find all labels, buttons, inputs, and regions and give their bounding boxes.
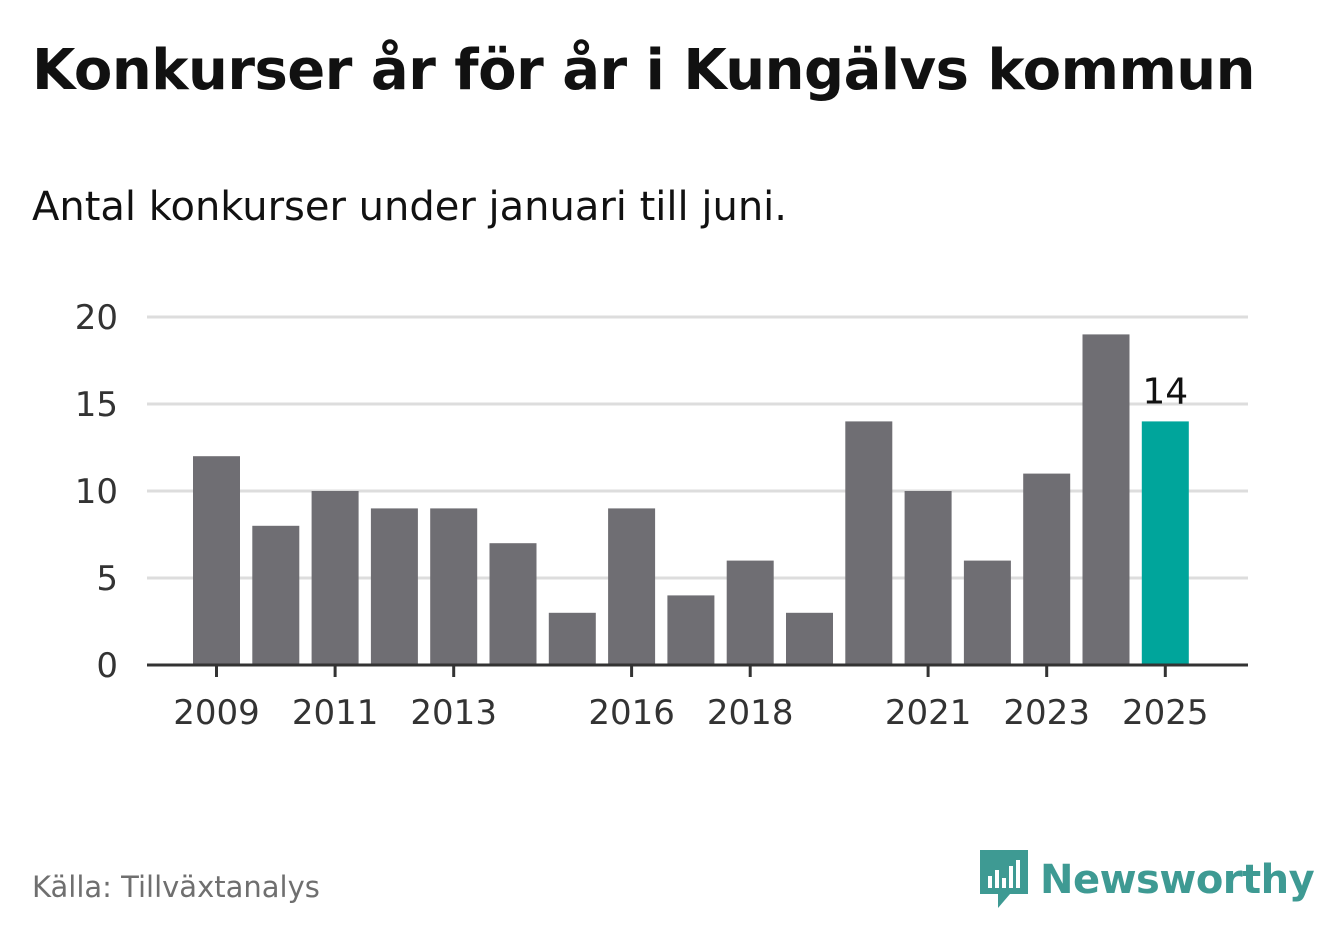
bar <box>1141 421 1189 665</box>
bar <box>608 508 656 665</box>
source-note: Källa: Tillväxtanalys <box>32 870 320 904</box>
bar <box>252 525 300 665</box>
x-tick-label: 2018 <box>707 693 794 733</box>
bar <box>667 595 715 665</box>
x-tick-label: 2016 <box>588 693 675 733</box>
bar <box>786 612 833 665</box>
bar <box>904 491 952 665</box>
newsworthy-logo-icon <box>980 850 1028 908</box>
brand-logo: Newsworthy <box>980 848 1315 912</box>
y-tick-label: 0 <box>96 646 118 686</box>
bar <box>726 560 774 665</box>
page-subtitle: Antal konkurser under januari till juni. <box>32 184 787 230</box>
bar <box>370 508 418 665</box>
bar <box>430 508 478 665</box>
x-tick-label: 2011 <box>292 693 379 733</box>
x-tick-label: 2013 <box>410 693 497 733</box>
bar <box>963 560 1011 665</box>
x-tick-label: 2021 <box>885 693 972 733</box>
page-title: Konkurser år för år i Kungälvs kommun <box>32 38 1256 103</box>
bar <box>1023 473 1071 665</box>
bar <box>1082 334 1130 665</box>
x-tick-label: 2009 <box>173 693 260 733</box>
data-label: 14 <box>1142 371 1188 412</box>
bar <box>311 491 359 665</box>
brand-name: Newsworthy <box>1040 857 1315 903</box>
y-tick-label: 5 <box>96 559 118 599</box>
x-tick-label: 2025 <box>1122 693 1209 733</box>
y-tick-label: 15 <box>75 385 118 425</box>
y-tick-label: 10 <box>75 472 118 512</box>
bar <box>845 421 893 665</box>
y-tick-label: 20 <box>75 298 118 338</box>
bar <box>193 456 240 665</box>
bar <box>548 612 596 665</box>
bar <box>489 543 537 665</box>
x-tick-label: 2023 <box>1003 693 1090 733</box>
